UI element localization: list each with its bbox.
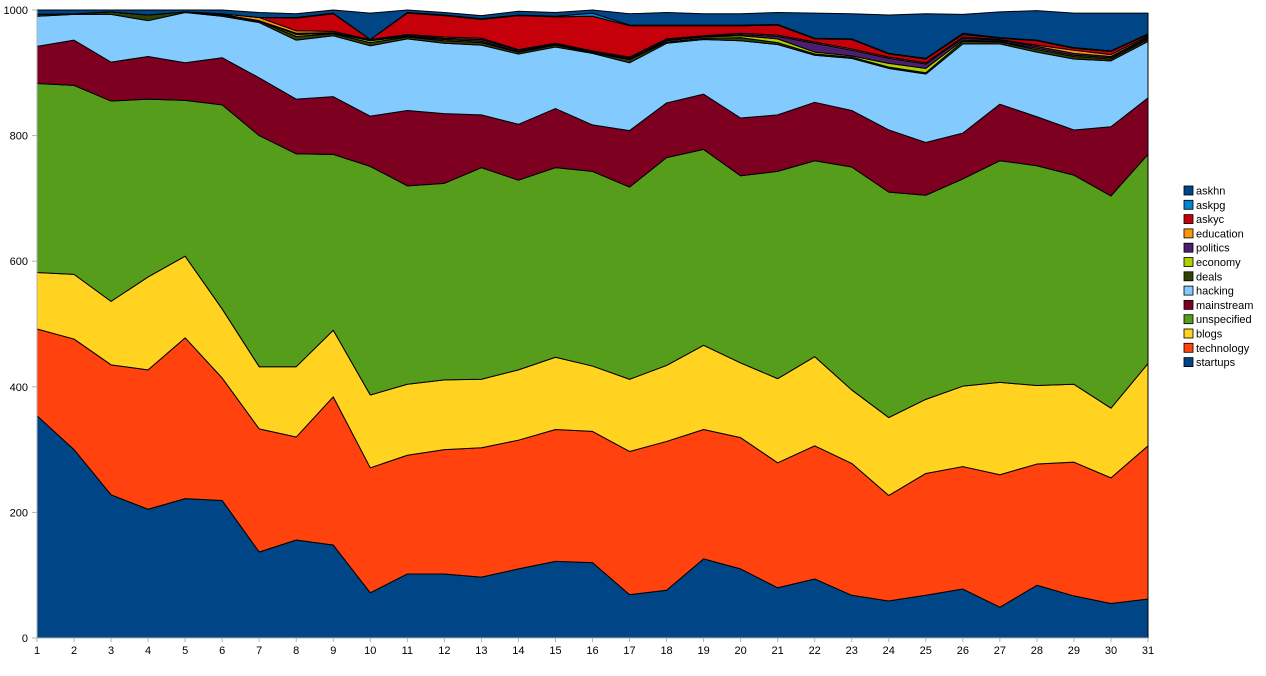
y-tick-label: 1000 (4, 5, 28, 17)
legend-label-hacking: hacking (1196, 286, 1234, 298)
legend: askhn askpg askyc education politics economy d… (1183, 185, 1253, 369)
x-tick-label: 11 (402, 645, 413, 657)
x-tick-label: 10 (364, 645, 376, 657)
legend-swatch-hacking (1183, 285, 1194, 296)
legend-swatch-education (1183, 228, 1194, 239)
x-tick-label: 27 (994, 645, 1006, 657)
legend-swatch-blogs (1183, 328, 1194, 339)
x-tick-label: 31 (1142, 645, 1154, 657)
y-tick-label: 800 (10, 131, 28, 143)
x-tick-label: 9 (330, 645, 336, 657)
legend-swatch-deals (1183, 271, 1194, 282)
x-tick-label: 22 (809, 645, 821, 657)
x-tick-label: 17 (623, 645, 635, 657)
x-tick-label: 15 (549, 645, 561, 657)
x-tick-label: 4 (145, 645, 151, 657)
legend-label-politics: politics (1196, 243, 1230, 255)
x-tick-label: 26 (957, 645, 969, 657)
legend-swatch-mainstream (1183, 299, 1194, 310)
legend-swatch-unspecified (1183, 314, 1194, 325)
area-askhn (36, 9, 1149, 59)
x-tick-label: 18 (660, 645, 672, 657)
legend-label-blogs: blogs (1196, 329, 1223, 341)
legend-swatch-economy (1183, 257, 1194, 267)
legend-label-deals: deals (1196, 271, 1223, 283)
legend-label-economy: economy (1196, 257, 1241, 269)
x-tick-label: 7 (256, 645, 262, 657)
area-series-group (36, 9, 1149, 639)
x-tick-label: 28 (1031, 645, 1043, 657)
x-tick-label: 1 (34, 645, 40, 657)
legend-label-mainstream: mainstream (1196, 300, 1253, 312)
legend-swatch-askhn (1183, 185, 1194, 196)
x-tick-label: 19 (697, 645, 709, 657)
x-tick-label: 21 (772, 645, 784, 657)
x-tick-label: 8 (293, 645, 299, 657)
legend-swatch-askpg (1183, 199, 1194, 210)
x-tick-label: 23 (846, 645, 858, 657)
legend-label-startups: startups (1196, 357, 1236, 369)
x-tick-label: 30 (1105, 645, 1117, 657)
legend-label-askhn: askhn (1196, 186, 1225, 198)
y-tick-label: 400 (10, 382, 28, 394)
x-tick-label: 24 (883, 645, 895, 657)
legend-label-askpg: askpg (1196, 200, 1225, 212)
x-tick-label: 12 (438, 645, 450, 657)
y-tick-label: 0 (22, 633, 28, 645)
x-tick-label: 5 (182, 645, 188, 657)
legend-label-technology: technology (1196, 343, 1250, 355)
x-tick-label: 2 (71, 645, 77, 657)
y-tick-label: 600 (10, 256, 28, 268)
y-tick-label: 200 (10, 507, 28, 519)
x-tick-label: 20 (735, 645, 747, 657)
x-tick-label: 14 (512, 645, 524, 657)
legend-label-education: education (1196, 228, 1244, 240)
x-tick-label: 13 (475, 645, 487, 657)
legend-swatch-politics (1183, 242, 1194, 253)
legend-label-unspecified: unspecified (1196, 314, 1252, 326)
legend-swatch-technology (1183, 342, 1194, 353)
x-tick-label: 6 (219, 645, 225, 657)
x-tick-label: 16 (586, 645, 598, 657)
legend-swatch-startups (1183, 357, 1194, 368)
legend-swatch-askyc (1183, 214, 1194, 225)
x-tick-label: 3 (108, 645, 114, 657)
x-tick-label: 29 (1068, 645, 1080, 657)
x-tick-label: 25 (920, 645, 932, 657)
legend-label-askyc: askyc (1196, 214, 1225, 226)
